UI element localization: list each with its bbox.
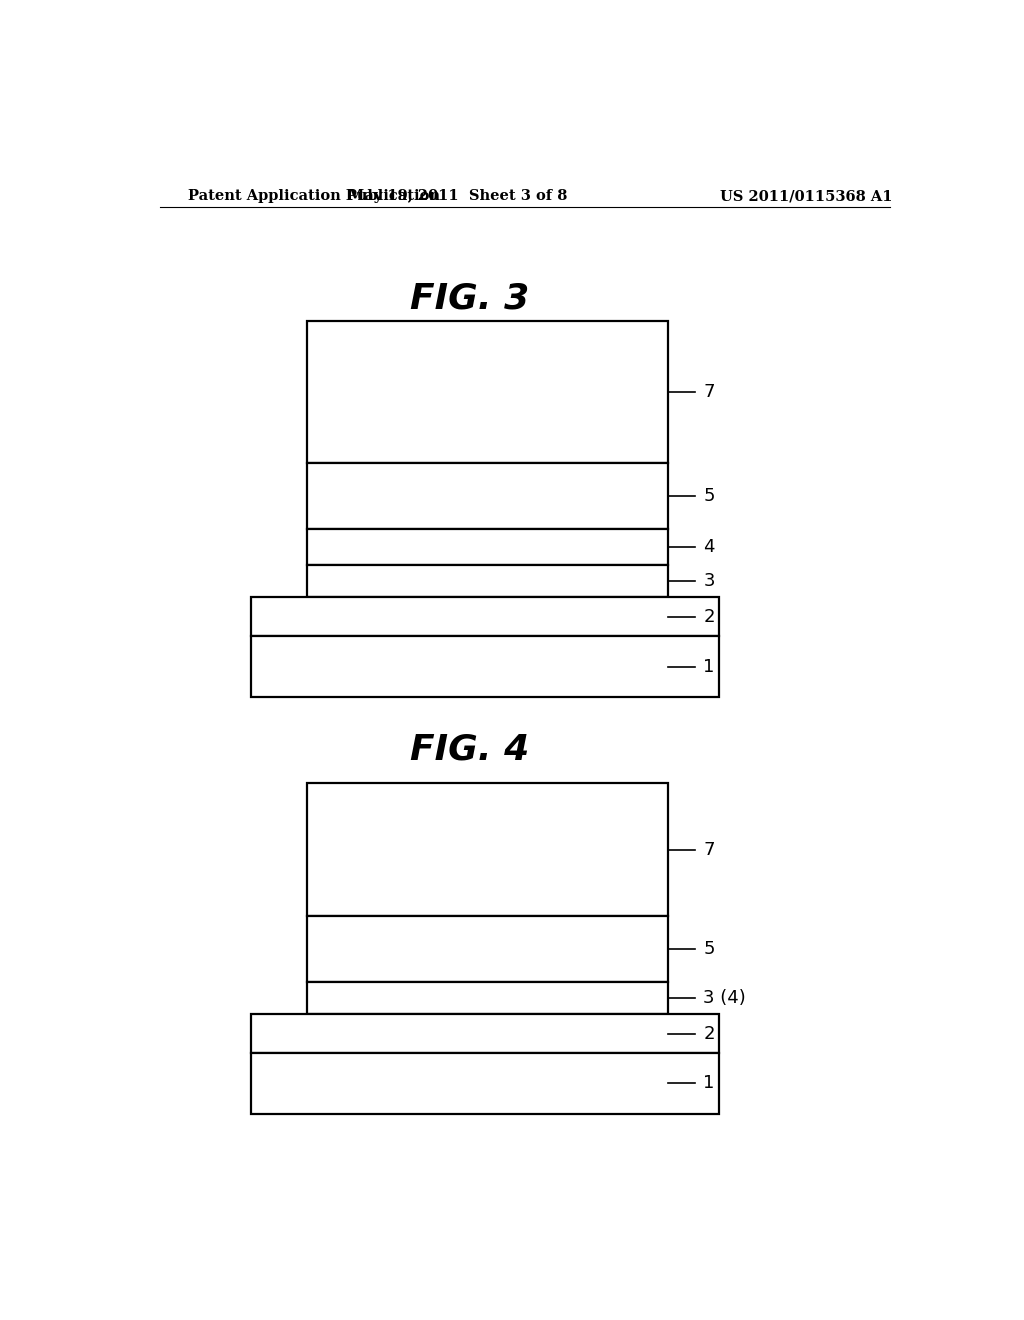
Text: FIG. 3: FIG. 3 — [410, 281, 528, 315]
Bar — [306, 463, 668, 529]
Text: 7: 7 — [703, 383, 715, 401]
Bar — [306, 916, 668, 982]
Text: FIG. 4: FIG. 4 — [410, 733, 528, 767]
Text: 3: 3 — [703, 573, 715, 590]
Bar — [251, 1014, 719, 1053]
Bar — [306, 982, 668, 1014]
Bar — [251, 636, 719, 697]
Bar — [251, 1053, 719, 1114]
Bar — [251, 598, 719, 636]
Bar — [306, 784, 668, 916]
Text: 2: 2 — [703, 1024, 715, 1043]
Text: 1: 1 — [703, 657, 715, 676]
Text: 5: 5 — [703, 940, 715, 957]
Bar — [306, 565, 668, 598]
Text: 5: 5 — [703, 487, 715, 506]
Text: 3 (4): 3 (4) — [703, 989, 746, 1007]
Text: 2: 2 — [703, 607, 715, 626]
Text: May 19, 2011  Sheet 3 of 8: May 19, 2011 Sheet 3 of 8 — [348, 189, 567, 203]
Bar — [306, 529, 668, 565]
Bar — [306, 321, 668, 463]
Text: Patent Application Publication: Patent Application Publication — [187, 189, 439, 203]
Text: US 2011/0115368 A1: US 2011/0115368 A1 — [720, 189, 893, 203]
Text: 4: 4 — [703, 539, 715, 556]
Text: 7: 7 — [703, 841, 715, 858]
Text: 1: 1 — [703, 1074, 715, 1093]
